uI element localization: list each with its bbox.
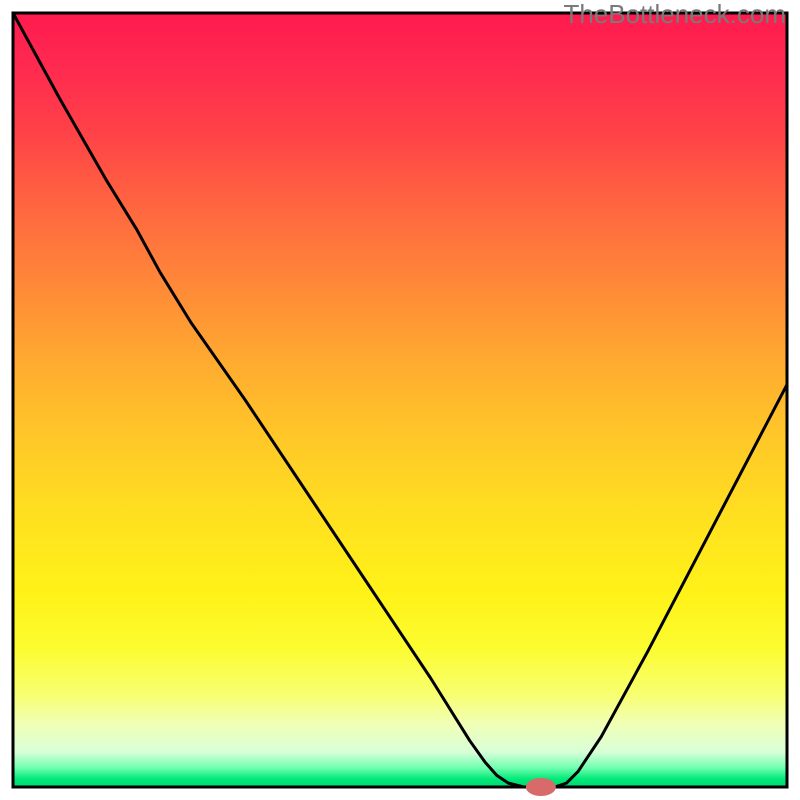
watermark-text: TheBottleneck.com xyxy=(563,0,786,29)
chart-gradient-background xyxy=(13,13,787,787)
bottleneck-chart: TheBottleneck.com xyxy=(0,0,800,800)
optimal-point-marker xyxy=(526,778,556,796)
